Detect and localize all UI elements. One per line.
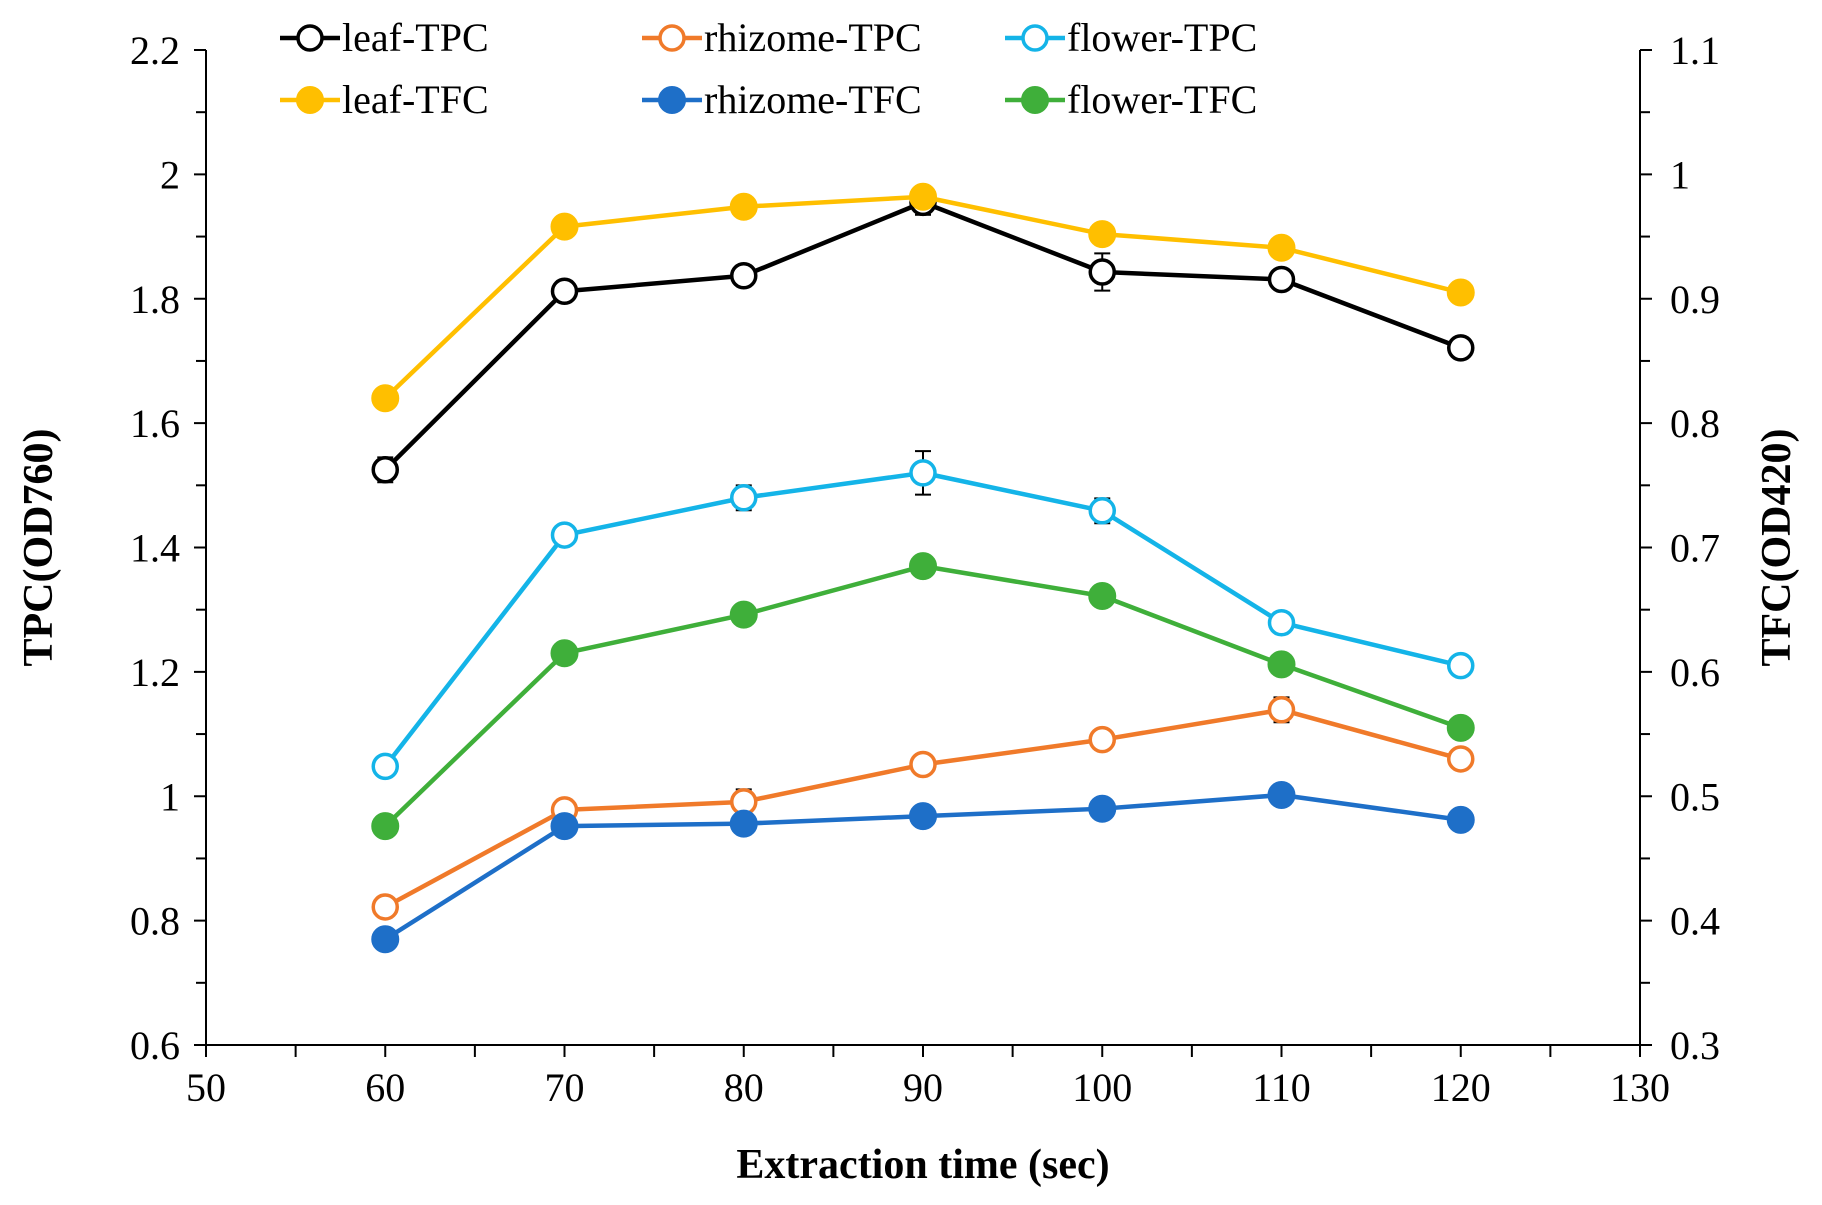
leaf-tfc-point bbox=[1267, 233, 1296, 262]
x-tick-label: 130 bbox=[1610, 1065, 1670, 1110]
legend-rhizome-tfc-marker bbox=[658, 86, 686, 114]
y-tick-label-left: 1.2 bbox=[130, 650, 180, 695]
leaf-tfc-point bbox=[550, 212, 579, 241]
y-tick-label-right: 0.7 bbox=[1670, 526, 1720, 571]
series-group bbox=[371, 182, 1475, 954]
y-tick-label-left: 2.2 bbox=[130, 28, 180, 73]
leaf-tpc-point bbox=[550, 277, 579, 306]
rhizome-tfc-point bbox=[371, 925, 400, 954]
rhizome-tfc-point bbox=[909, 802, 937, 831]
y-tick-label-right: 0.3 bbox=[1670, 1023, 1720, 1068]
x-tick-label: 50 bbox=[186, 1065, 226, 1110]
leaf-tpc-point bbox=[730, 261, 758, 290]
rhizome-tpc-point bbox=[1447, 745, 1475, 773]
x-tick-label: 100 bbox=[1072, 1065, 1132, 1110]
flower-tpc-point bbox=[730, 484, 758, 512]
leaf-tfc-point bbox=[1446, 278, 1475, 307]
x-tick-label: 60 bbox=[365, 1065, 405, 1110]
rhizome-tpc-point bbox=[1088, 725, 1116, 754]
flower-tfc-point bbox=[371, 812, 400, 841]
flower-tpc-point bbox=[1267, 608, 1296, 637]
y-tick-label-right: 0.9 bbox=[1670, 277, 1720, 322]
leaf-tpc-point bbox=[1267, 265, 1296, 294]
legend-flower-tpc-label: flower-TPC bbox=[1067, 15, 1257, 60]
legend-flower-tfc-label: flower-TFC bbox=[1067, 77, 1257, 122]
legend-rhizome-tfc-label: rhizome-TFC bbox=[704, 77, 922, 122]
x-tick-label: 90 bbox=[903, 1065, 943, 1110]
y-tick-label-right: 1 bbox=[1670, 152, 1690, 197]
leaf-tfc-point bbox=[1088, 220, 1117, 249]
y-tick-label-left: 1.4 bbox=[130, 526, 180, 571]
y-tick-label-right: 0.5 bbox=[1670, 774, 1720, 819]
y-axis-title-right: TFC(OD420) bbox=[1754, 429, 1800, 667]
flower-tfc-point bbox=[1267, 650, 1296, 679]
legend-leaf-tfc-marker bbox=[296, 86, 324, 114]
x-axis-title: Extraction time (sec) bbox=[736, 1142, 1109, 1188]
y-tick-label-left: 2 bbox=[160, 152, 180, 197]
y-tick-label-right: 0.8 bbox=[1670, 401, 1720, 446]
y-tick-label-left: 1 bbox=[160, 774, 180, 819]
axes-group: 50 60 70 80 90 100 110 120 130 0.6 0.8 1 1.2 1.4 1.6 1.… bbox=[130, 28, 1720, 1110]
x-tick-label: 110 bbox=[1252, 1065, 1311, 1110]
leaf-tfc-point bbox=[729, 192, 758, 221]
flower-tfc-point bbox=[729, 600, 758, 629]
y-tick-label-left: 0.8 bbox=[130, 899, 180, 944]
rhizome-tfc-point bbox=[550, 812, 579, 841]
flower-tpc-line bbox=[383, 470, 1462, 768]
rhizome-tfc-point bbox=[1267, 781, 1296, 810]
flower-tpc-point bbox=[371, 752, 399, 781]
flower-tpc-point bbox=[1447, 651, 1475, 680]
legend-leaf-tpc-marker bbox=[296, 24, 324, 52]
legend: leaf-TPC rhizome-TPC flower-TPC leaf-TFC rhi… bbox=[280, 15, 1257, 122]
rhizome-tpc-point bbox=[1267, 696, 1296, 724]
x-tick-label: 120 bbox=[1431, 1065, 1491, 1110]
x-tick-label: 70 bbox=[545, 1065, 585, 1110]
legend-flower-tfc-marker bbox=[1021, 86, 1049, 114]
x-tick-label: 80 bbox=[724, 1065, 764, 1110]
legend-leaf-tfc-label: leaf-TFC bbox=[342, 77, 489, 122]
y-tick-label-left: 1.8 bbox=[130, 277, 180, 322]
leaf-tpc-point bbox=[1447, 334, 1475, 362]
y-tick-label-right: 0.6 bbox=[1670, 650, 1720, 695]
flower-tfc-point bbox=[1446, 713, 1475, 742]
legend-flower-tpc-marker bbox=[1021, 24, 1049, 52]
leaf-tfc-point bbox=[371, 384, 400, 413]
flower-tfc-point bbox=[550, 639, 579, 668]
legend-leaf-tpc-label: leaf-TPC bbox=[342, 15, 489, 60]
flower-tpc-point bbox=[550, 521, 579, 549]
y-tick-label-left: 1.6 bbox=[130, 401, 180, 446]
leaf-tpc-point bbox=[371, 456, 399, 484]
y-tick-label-right: 0.4 bbox=[1670, 899, 1720, 944]
flower-tpc-point bbox=[909, 459, 937, 487]
legend-rhizome-tpc-label: rhizome-TPC bbox=[704, 15, 922, 60]
y-tick-label-right: 1.1 bbox=[1670, 28, 1720, 73]
flower-tfc-line bbox=[383, 563, 1462, 828]
flower-tpc-point bbox=[1088, 497, 1116, 525]
y-axis-title-left: TPC(OD760) bbox=[16, 429, 62, 667]
rhizome-tpc-point bbox=[371, 893, 399, 921]
leaf-tfc-line bbox=[383, 194, 1462, 400]
rhizome-tfc-point bbox=[729, 809, 758, 838]
leaf-tfc-point bbox=[909, 182, 937, 211]
legend-rhizome-tpc-marker bbox=[658, 24, 686, 52]
rhizome-tpc-point bbox=[909, 750, 937, 779]
leaf-tpc-point bbox=[1088, 258, 1116, 286]
rhizome-tfc-point bbox=[1088, 794, 1117, 823]
flower-tfc-point bbox=[1088, 582, 1117, 611]
rhizome-tfc-point bbox=[1446, 805, 1475, 834]
flower-tfc-point bbox=[909, 552, 937, 581]
y-tick-label-left: 0.6 bbox=[130, 1023, 180, 1068]
